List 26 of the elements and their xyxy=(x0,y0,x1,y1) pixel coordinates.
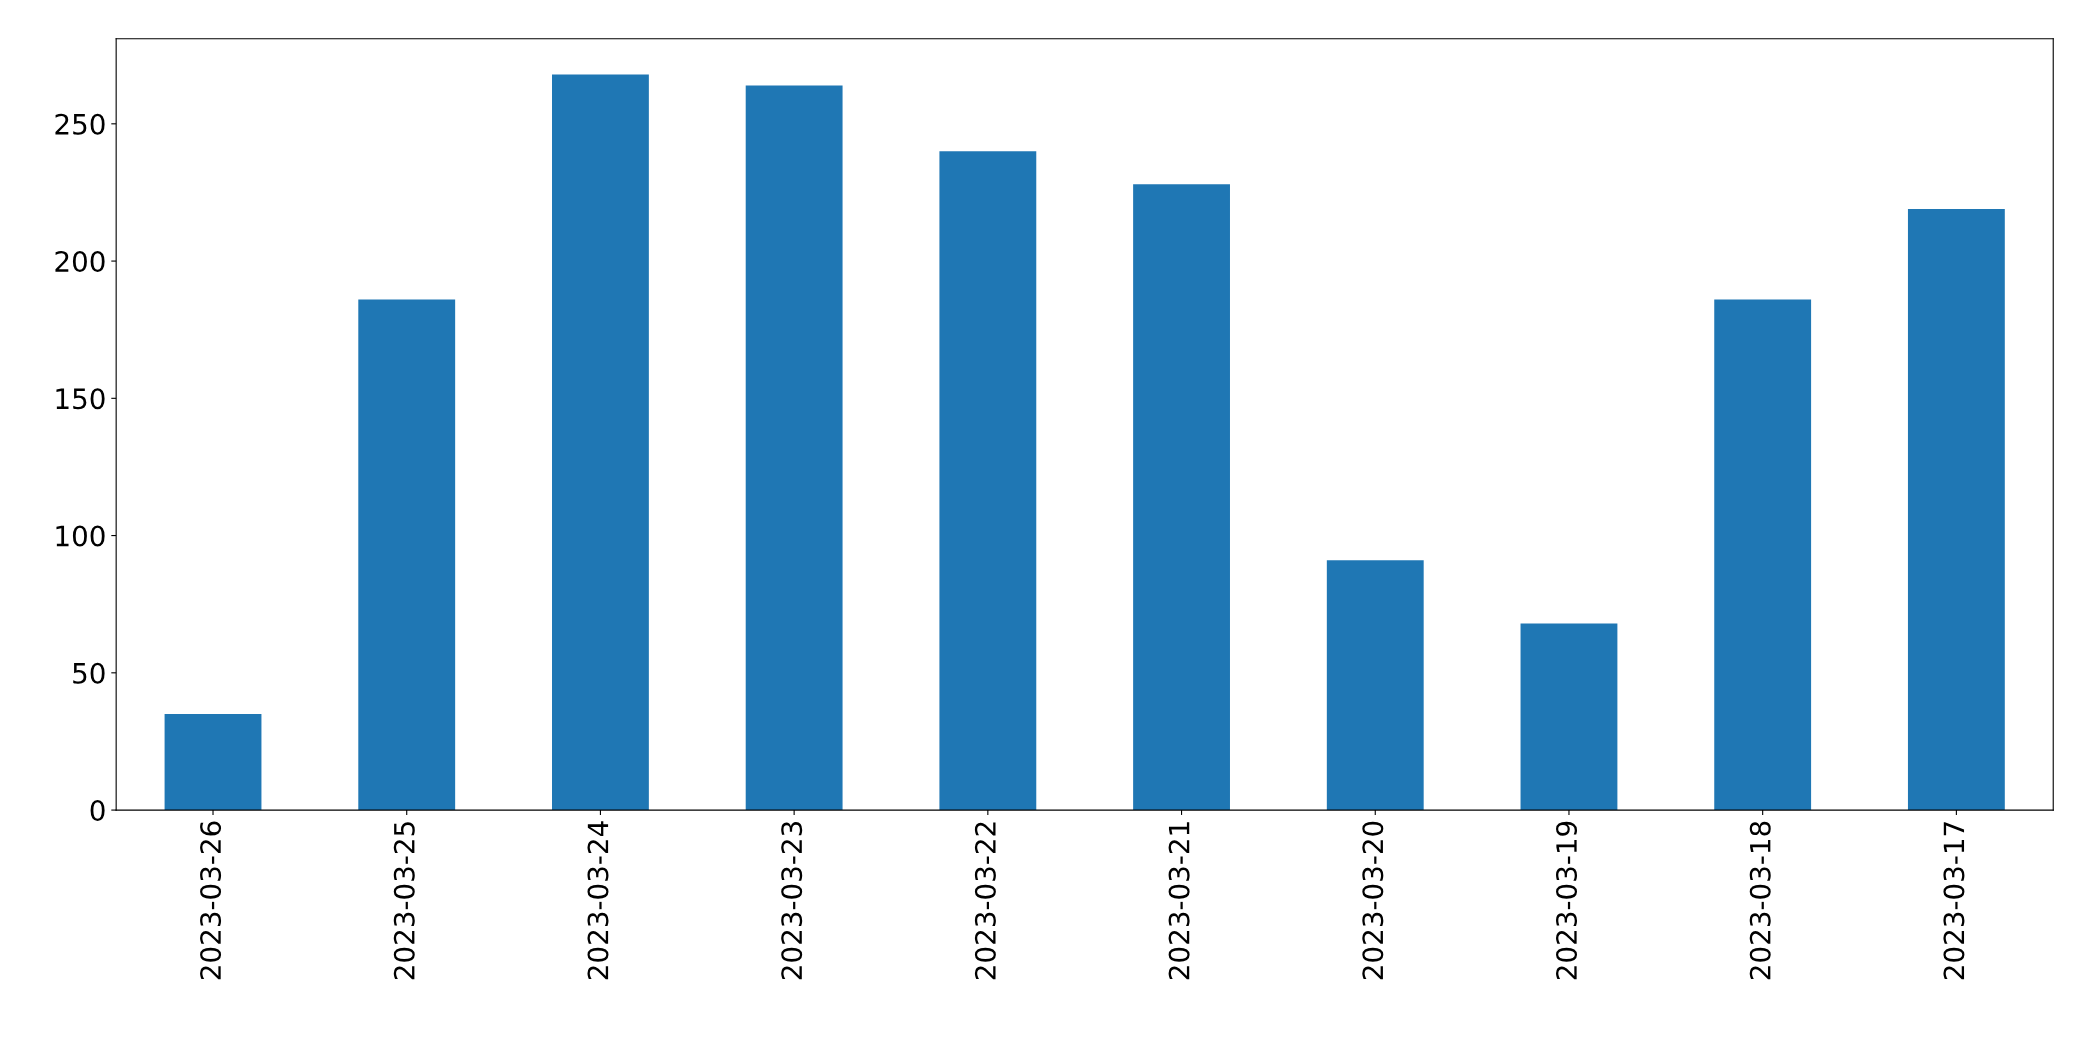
bar xyxy=(358,299,456,811)
x-tick-label: 2023-03-20 xyxy=(1362,821,1384,980)
y-tick-label: 50 xyxy=(73,662,105,684)
bar xyxy=(1133,184,1230,811)
x-tick-label: 2023-03-17 xyxy=(1943,822,1965,980)
y-tick-label: 100 xyxy=(56,525,105,547)
y-tick-label: 150 xyxy=(56,388,105,410)
x-tick-label: 2023-03-19 xyxy=(1556,821,1578,980)
y-tick-label: 0 xyxy=(90,800,105,822)
bar xyxy=(164,714,262,811)
x-tick-label: 2023-03-18 xyxy=(1749,821,1771,980)
x-tick-label: 2023-03-26 xyxy=(200,821,222,980)
x-tick-label: 2023-03-25 xyxy=(393,822,415,980)
x-tick-label: 2023-03-23 xyxy=(781,822,803,980)
bar xyxy=(1326,560,1424,811)
y-tick-label: 250 xyxy=(55,113,105,135)
bar xyxy=(552,74,649,811)
x-tick-label: 2023-03-21 xyxy=(1168,822,1190,980)
x-tick-label: 2023-03-22 xyxy=(974,822,996,980)
y-tick-label: 200 xyxy=(55,251,105,273)
bar xyxy=(745,85,843,811)
bar xyxy=(939,151,1037,811)
bar xyxy=(1520,623,1618,811)
x-tick-label: 2023-03-24 xyxy=(587,821,609,980)
bar xyxy=(1714,299,1812,811)
bar xyxy=(1907,208,2005,811)
